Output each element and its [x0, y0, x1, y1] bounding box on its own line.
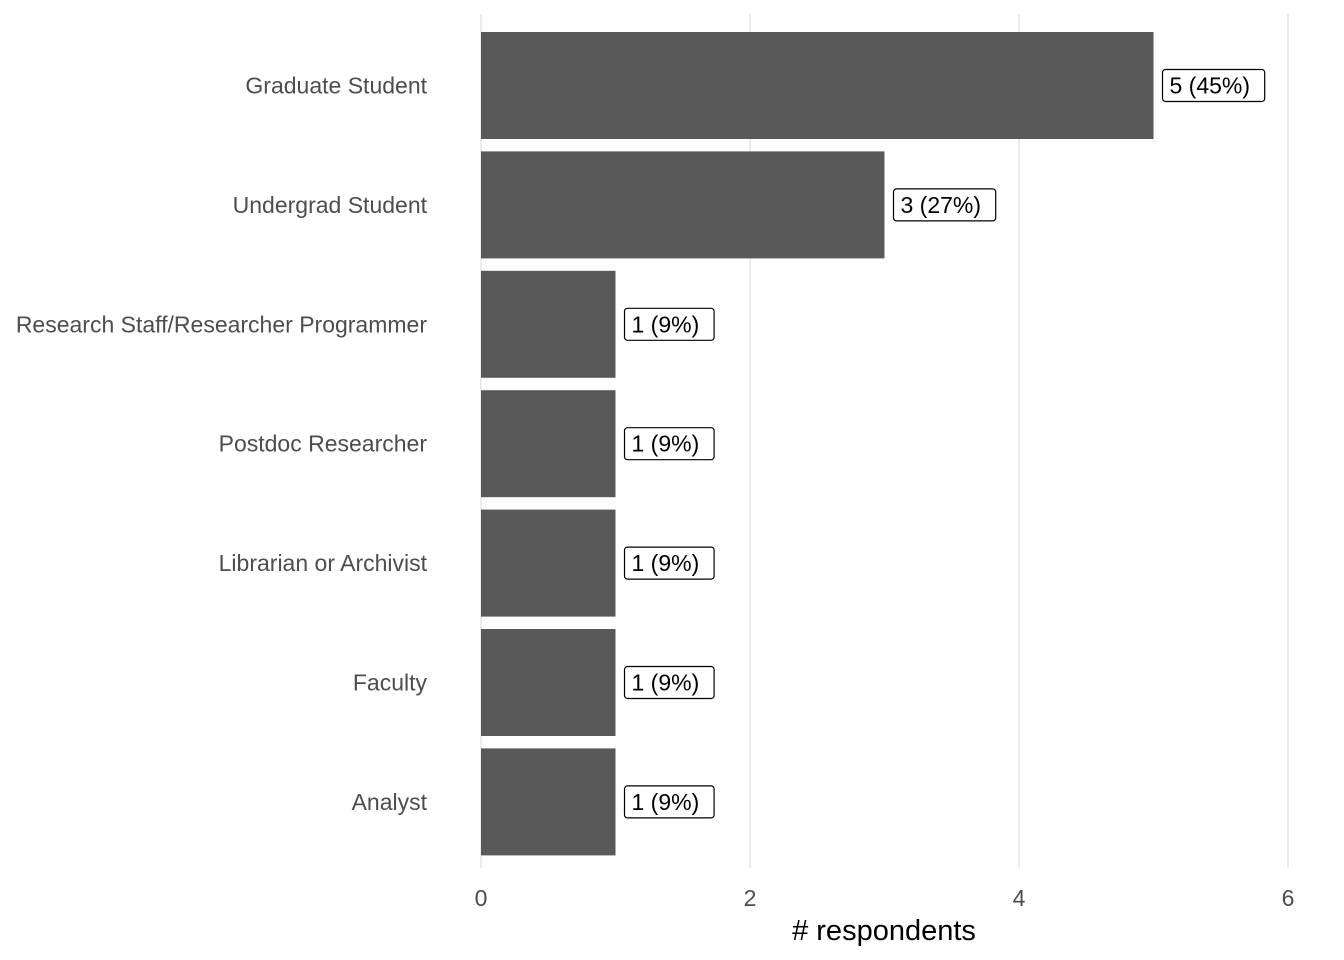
- bar-5: [481, 629, 616, 736]
- bar-0: [481, 32, 1154, 139]
- bar-3: [481, 390, 616, 498]
- category-label-1: Undergrad Student: [233, 192, 428, 218]
- data-label-text-0: 5 (45%): [1170, 73, 1251, 99]
- data-label-6: 1 (9%): [623, 785, 715, 819]
- category-axis-labels: Graduate Student Undergrad Student Researc…: [16, 73, 428, 815]
- data-label-box-2: [623, 307, 715, 341]
- x-tick-label-2: 2: [744, 885, 757, 911]
- data-labels: 5 (45%) 3 (27%) 1 (9%) 1 (9%) 1 (9%) 1 (9%) 1 …: [623, 68, 1266, 819]
- category-label-5: Faculty: [353, 670, 428, 696]
- bar-4: [481, 509, 616, 617]
- x-tick-label-6: 6: [1282, 885, 1295, 911]
- data-label-text-1: 3 (27%): [901, 192, 982, 218]
- bar-2: [481, 270, 616, 378]
- data-label-5: 1 (9%): [623, 665, 715, 700]
- data-label-text-5: 1 (9%): [632, 670, 700, 696]
- bar-6: [481, 748, 616, 856]
- data-label-box-5: [623, 665, 715, 700]
- x-tick-label-4: 4: [1013, 885, 1026, 911]
- data-label-2: 1 (9%): [623, 307, 715, 341]
- bars: [481, 32, 1154, 856]
- data-label-text-2: 1 (9%): [632, 311, 700, 337]
- data-label-text-6: 1 (9%): [632, 789, 700, 815]
- x-axis-title: # respondents: [792, 915, 976, 947]
- data-label-4: 1 (9%): [623, 546, 715, 580]
- data-label-3: 1 (9%): [623, 427, 715, 461]
- category-label-6: Analyst: [352, 789, 428, 815]
- data-label-box-0: [1161, 68, 1266, 103]
- data-label-box-4: [623, 546, 715, 580]
- x-axis-tick-labels: 0 2 4 6: [475, 885, 1295, 911]
- data-label-box-3: [623, 427, 715, 461]
- category-label-4: Librarian or Archivist: [219, 550, 428, 576]
- data-label-box-6: [623, 785, 715, 819]
- data-label-text-3: 1 (9%): [632, 431, 700, 457]
- data-label-text-4: 1 (9%): [632, 550, 700, 576]
- category-label-3: Postdoc Researcher: [219, 431, 428, 457]
- x-tick-label-0: 0: [475, 885, 488, 911]
- data-label-box-1: [892, 188, 997, 222]
- data-label-1: 3 (27%): [892, 188, 997, 222]
- bar-1: [481, 151, 885, 259]
- category-label-2: Research Staff/Researcher Programmer: [16, 311, 428, 337]
- category-label-0: Graduate Student: [245, 73, 427, 99]
- data-label-0: 5 (45%): [1161, 68, 1266, 103]
